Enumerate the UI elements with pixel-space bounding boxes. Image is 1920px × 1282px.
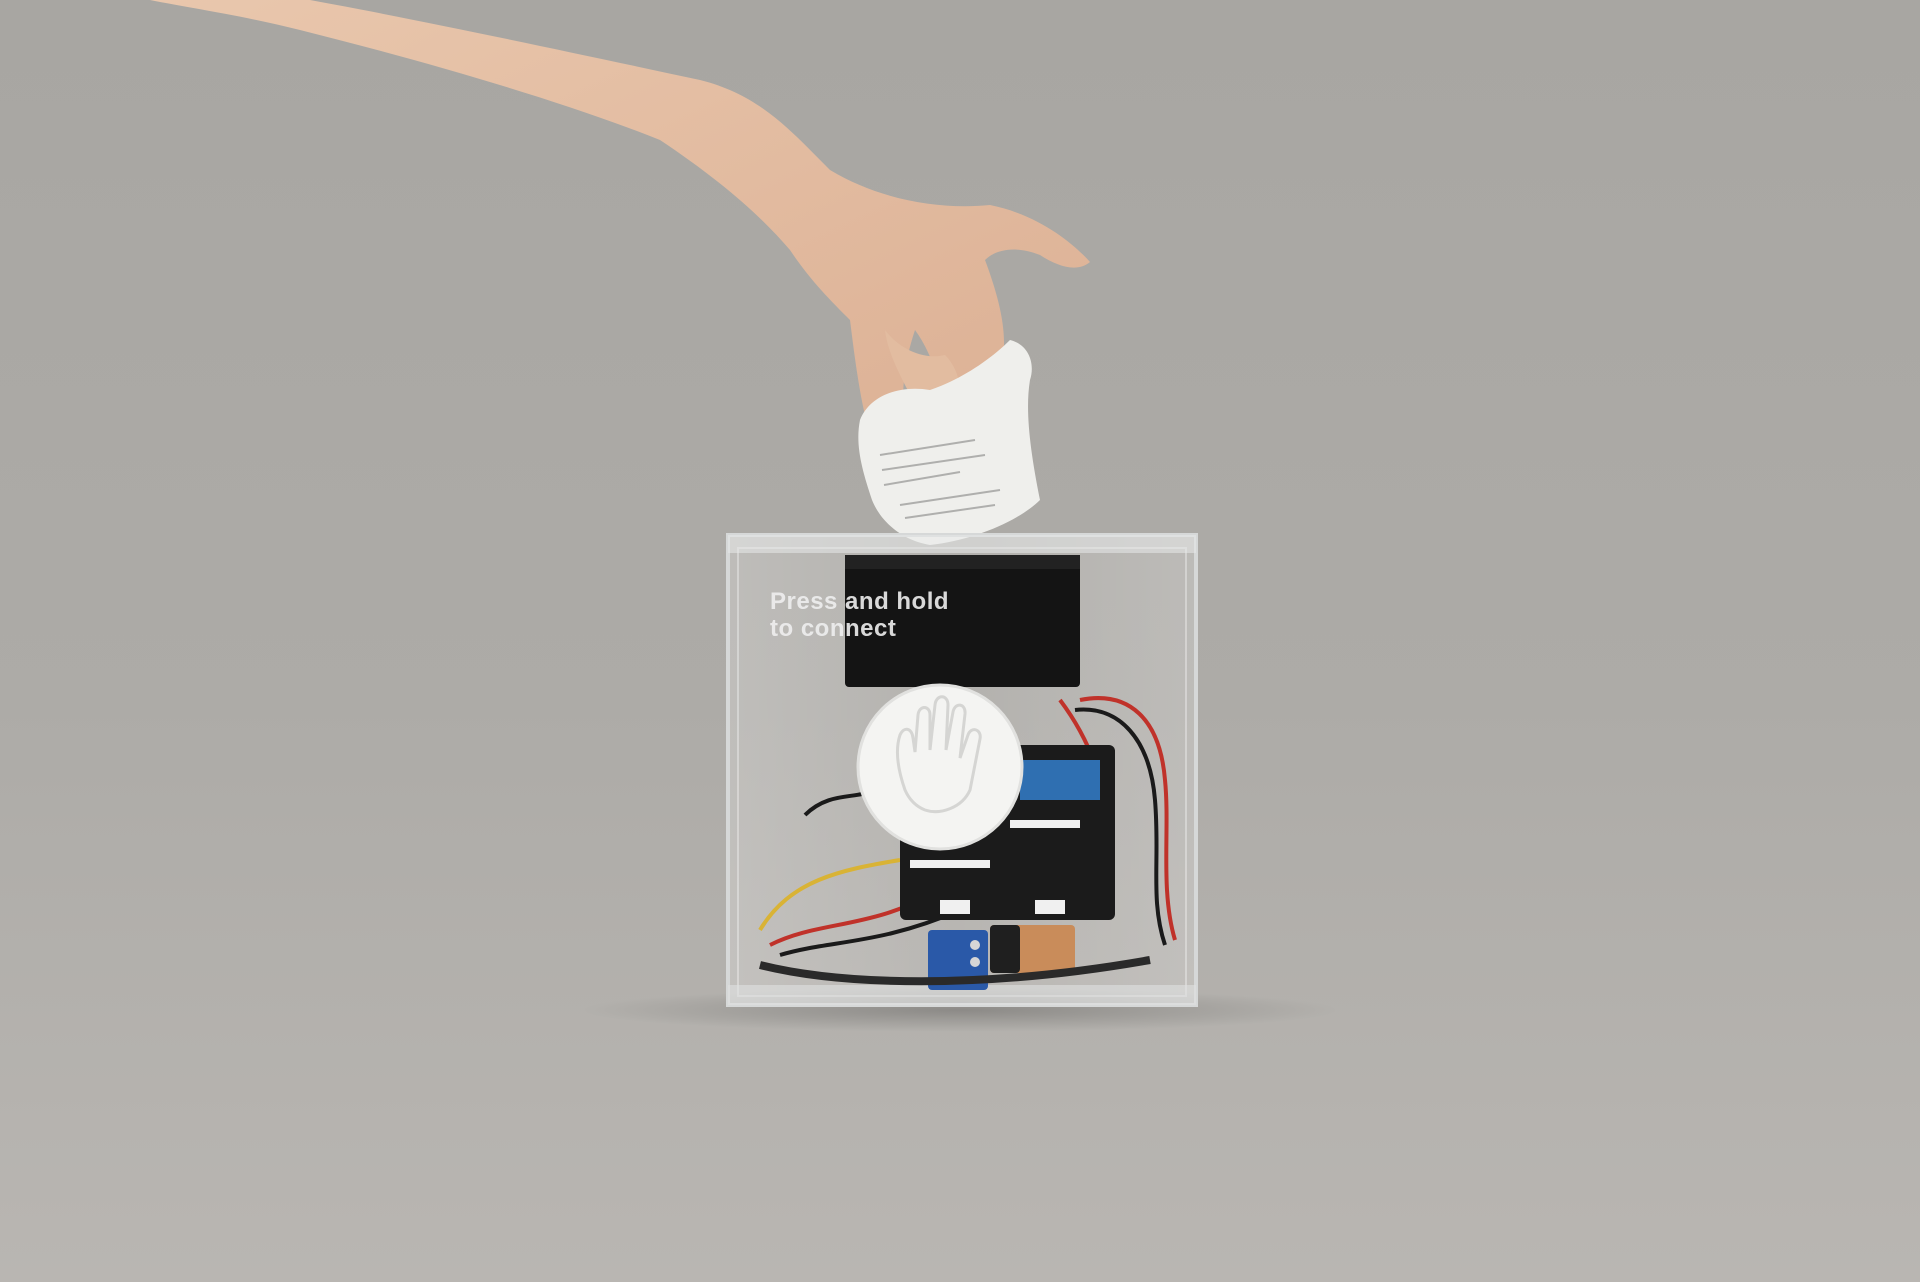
led-strip: [759, 956, 1151, 986]
hand-icon: [896, 695, 982, 814]
acrylic-box: Press and hold to connect: [726, 533, 1198, 1007]
label-press-and-hold: Press and hold: [770, 588, 949, 615]
hand-button: [856, 683, 1024, 851]
label-to-connect: to connect: [770, 615, 896, 642]
printer-module: [845, 555, 1080, 687]
arm: [150, 0, 1090, 442]
paper-receipt: [858, 340, 1040, 545]
